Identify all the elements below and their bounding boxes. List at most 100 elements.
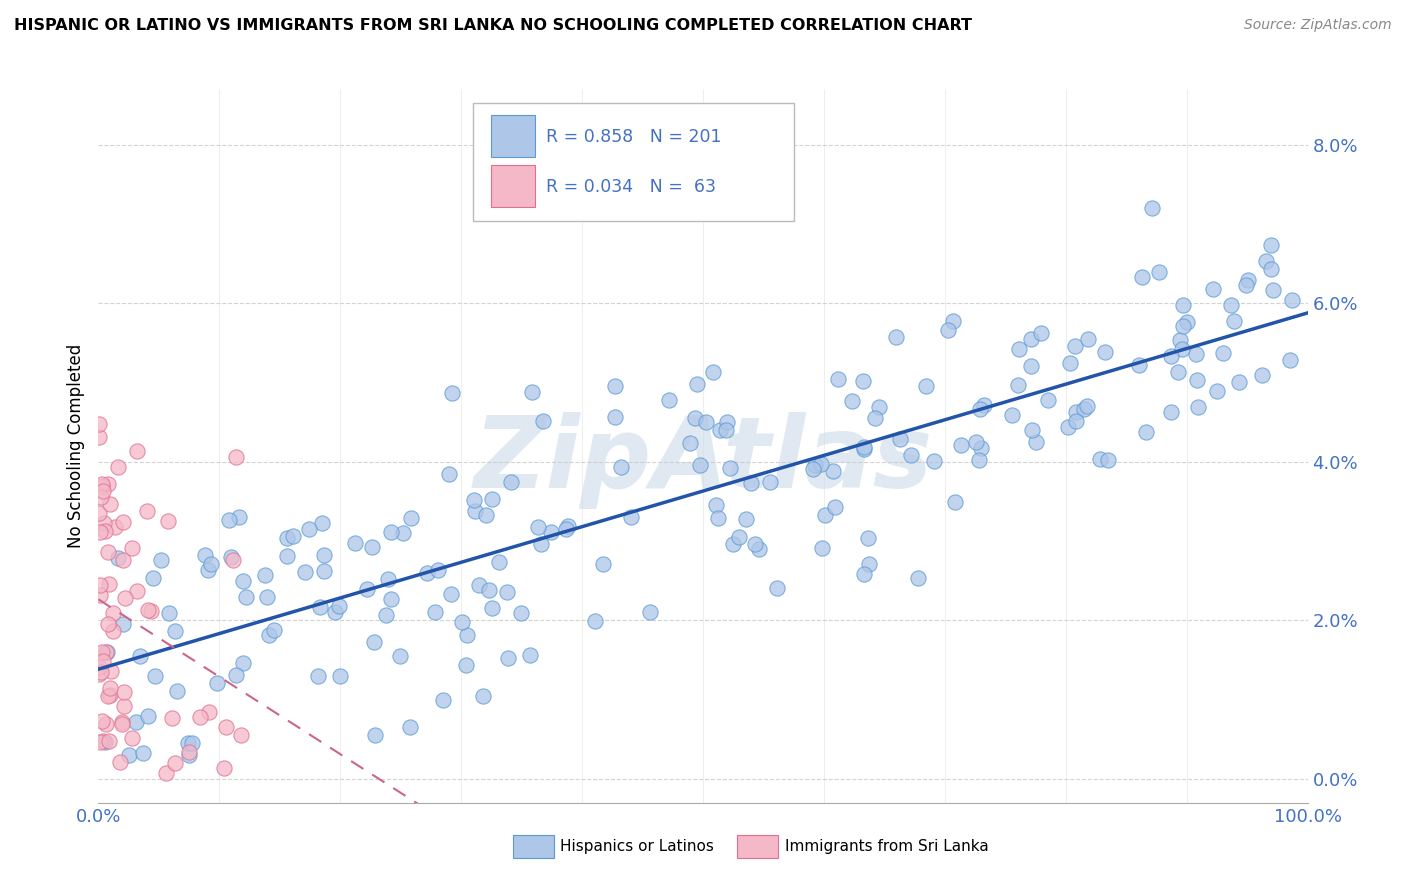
Point — [432, 693, 454, 707]
Point — [392, 525, 415, 540]
Point — [706, 511, 728, 525]
Point — [121, 731, 143, 745]
Point — [1263, 283, 1285, 297]
Point — [1094, 344, 1116, 359]
Point — [1281, 293, 1303, 307]
Point — [91, 645, 114, 659]
Point — [555, 522, 578, 536]
Point — [125, 584, 148, 599]
Point — [91, 654, 114, 668]
Point — [97, 545, 120, 559]
FancyBboxPatch shape — [492, 115, 534, 157]
Point — [111, 553, 134, 567]
Point — [942, 314, 965, 328]
Point — [827, 372, 849, 386]
Point — [94, 524, 117, 539]
Point — [118, 748, 141, 763]
Point — [658, 392, 681, 407]
Point — [721, 537, 744, 551]
Point — [1173, 318, 1195, 333]
Point — [98, 734, 121, 748]
Point — [853, 442, 876, 456]
Point — [103, 606, 125, 620]
Point — [679, 435, 702, 450]
Point — [1130, 270, 1153, 285]
Point — [914, 379, 936, 393]
Point — [364, 728, 387, 742]
Point — [111, 716, 134, 731]
Point — [868, 400, 890, 414]
Point — [388, 648, 411, 663]
Point — [714, 424, 737, 438]
Point — [852, 440, 875, 454]
Point — [439, 587, 461, 601]
Point — [125, 444, 148, 458]
Point — [311, 516, 333, 531]
Point — [702, 365, 724, 379]
Point — [214, 720, 236, 734]
Point — [141, 604, 163, 618]
Point — [766, 581, 789, 595]
Point — [198, 705, 221, 719]
Point — [1260, 262, 1282, 277]
Point — [810, 457, 832, 471]
Point — [377, 572, 399, 586]
Point — [856, 531, 879, 545]
Point — [188, 710, 211, 724]
Point — [1059, 356, 1081, 370]
Point — [689, 458, 711, 473]
Point — [93, 516, 115, 530]
Point — [309, 600, 332, 615]
Point — [222, 552, 245, 566]
Point — [138, 602, 160, 616]
Point — [111, 714, 134, 729]
Point — [740, 476, 762, 491]
Point — [907, 571, 929, 585]
Point — [440, 386, 463, 401]
Point — [107, 459, 129, 474]
Point — [1057, 420, 1080, 434]
Point — [704, 498, 727, 512]
Point — [112, 685, 135, 699]
Point — [1205, 384, 1227, 399]
Point — [531, 414, 554, 428]
Point — [1220, 297, 1243, 311]
Point — [228, 510, 250, 524]
Point — [1160, 349, 1182, 363]
Point — [603, 379, 626, 393]
Point — [276, 549, 298, 564]
Point — [98, 577, 121, 591]
Point — [863, 410, 886, 425]
Y-axis label: No Schooling Completed: No Schooling Completed — [66, 344, 84, 548]
Point — [87, 430, 110, 444]
Point — [93, 734, 115, 748]
Point — [735, 511, 758, 525]
Point — [399, 720, 422, 734]
Point — [475, 508, 498, 522]
Point — [685, 411, 707, 425]
Point — [498, 650, 520, 665]
Point — [1008, 342, 1031, 356]
Point — [620, 510, 643, 524]
Point — [1036, 392, 1059, 407]
Point — [801, 462, 824, 476]
FancyBboxPatch shape — [513, 835, 554, 858]
Point — [1140, 201, 1163, 215]
Point — [298, 522, 321, 536]
Point — [125, 714, 148, 729]
Point — [1167, 365, 1189, 379]
Point — [467, 578, 489, 592]
Point — [841, 393, 863, 408]
Point — [325, 605, 347, 619]
Point — [160, 711, 183, 725]
Point — [471, 689, 494, 703]
Point — [803, 458, 825, 472]
Point — [103, 624, 125, 638]
Point — [108, 755, 131, 769]
Point — [427, 563, 450, 577]
Point — [499, 475, 522, 489]
Point — [1019, 332, 1042, 346]
Point — [1202, 282, 1225, 296]
Point — [1001, 409, 1024, 423]
Point — [1021, 423, 1043, 437]
